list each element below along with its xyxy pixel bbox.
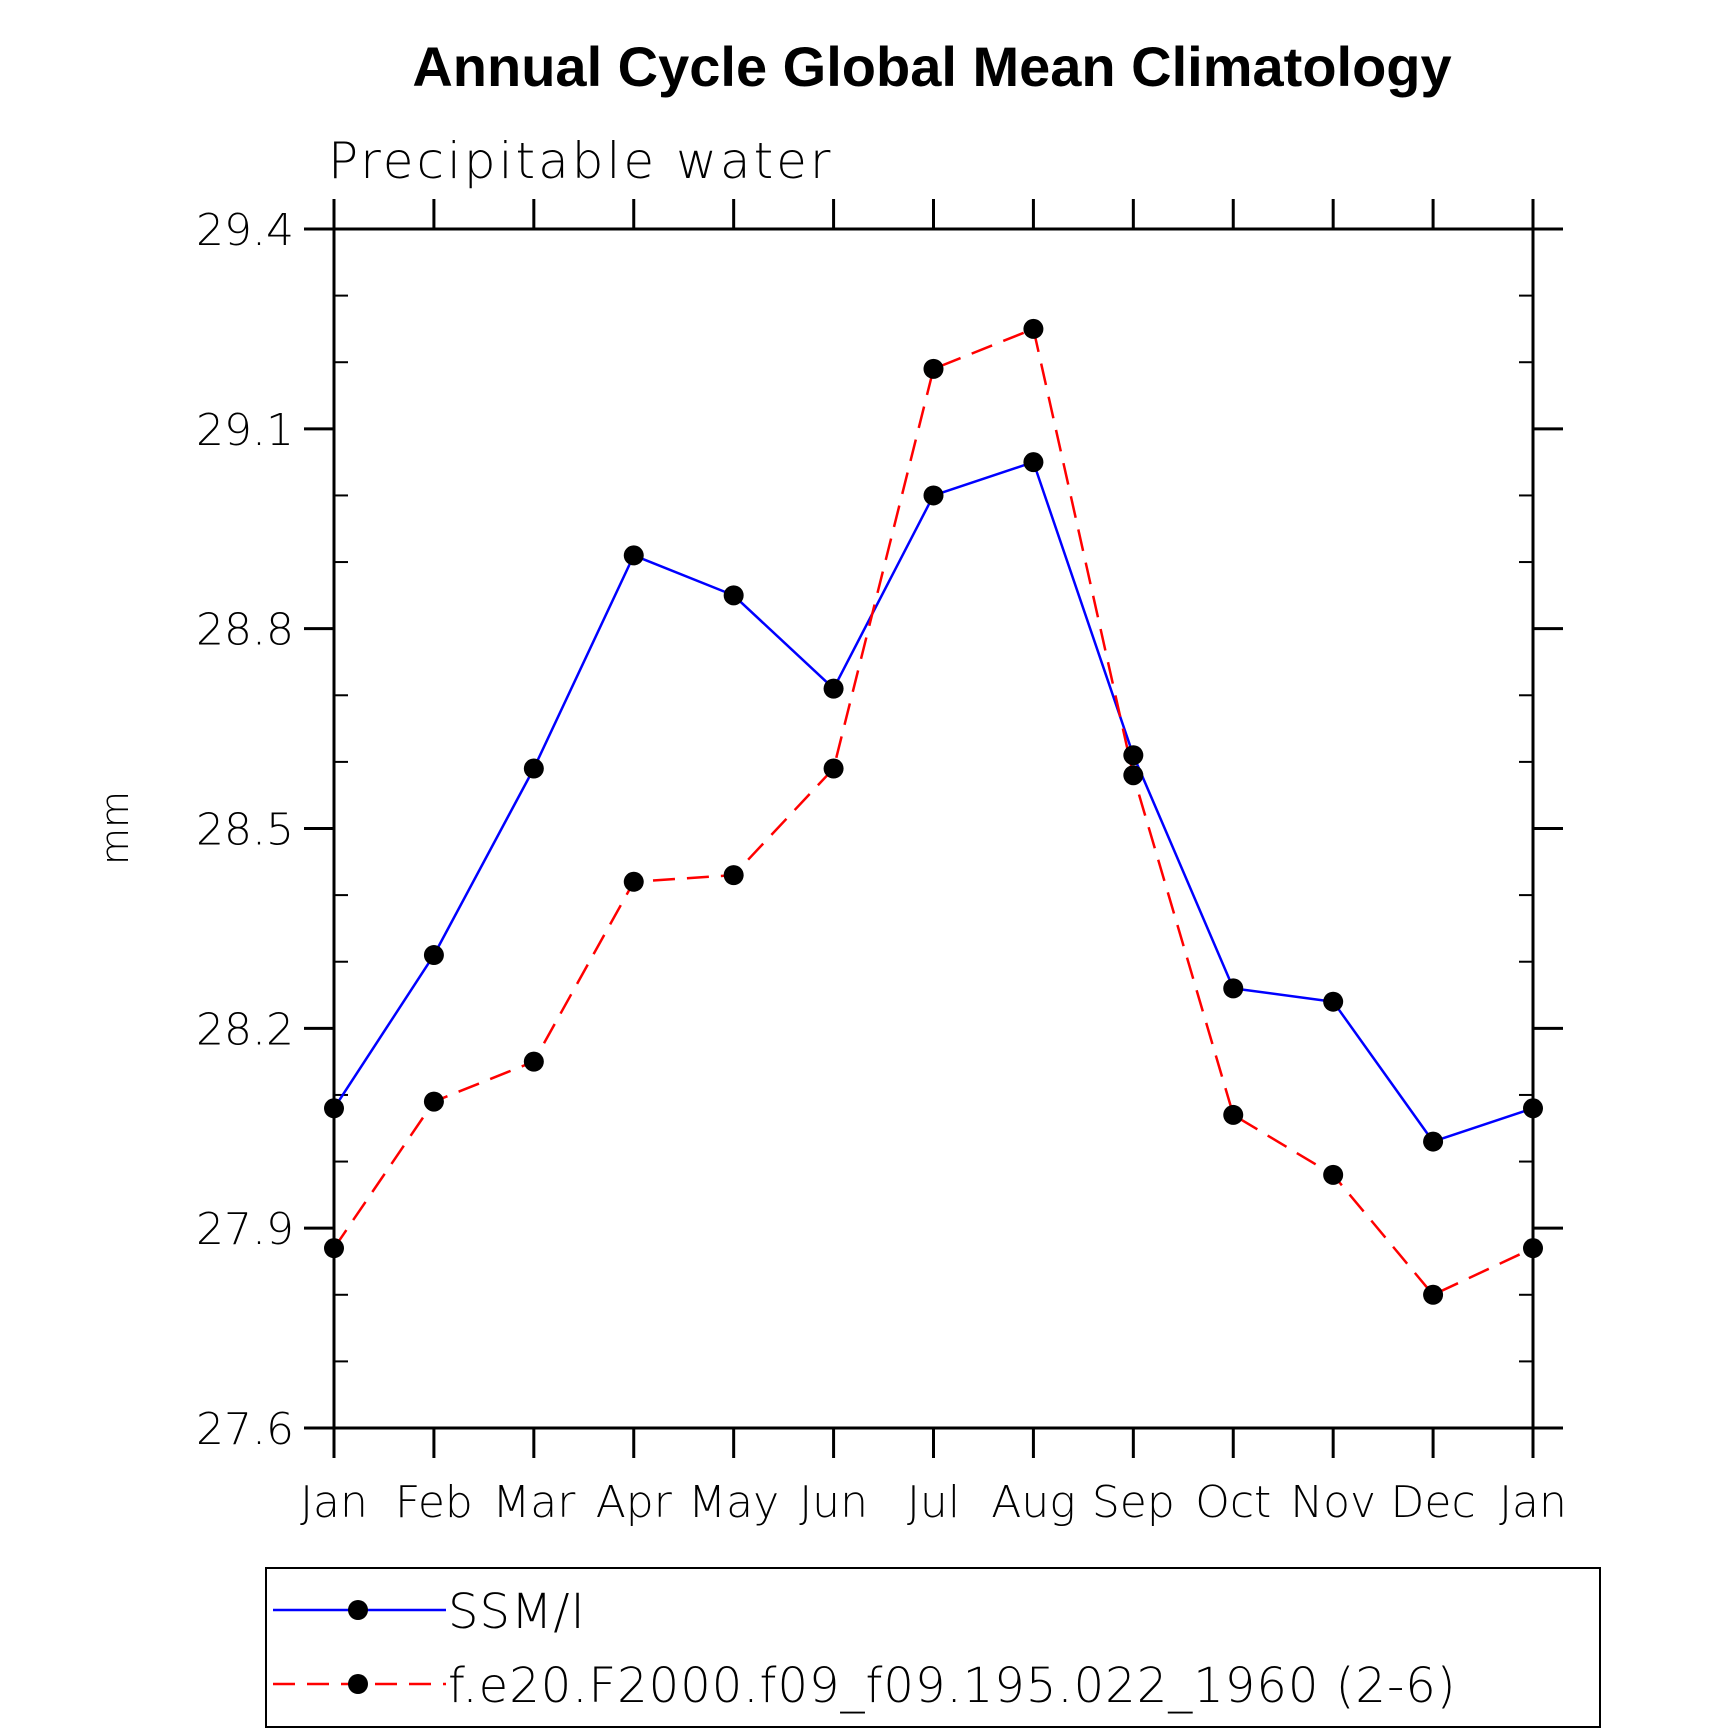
x-tick-label: May bbox=[688, 1477, 779, 1528]
series-0-point bbox=[1423, 1131, 1444, 1152]
series-1-point bbox=[923, 358, 944, 379]
series-0-point bbox=[1323, 991, 1344, 1012]
x-tick-label: Jun bbox=[799, 1477, 868, 1528]
y-tick-label: 28.5 bbox=[196, 805, 294, 856]
chart-subtitle: Precipitable water bbox=[328, 132, 834, 190]
legend-label-ssmi: SSM/I bbox=[448, 1584, 586, 1640]
x-tick-label: Dec bbox=[1391, 1477, 1476, 1528]
x-tick-label: Jan bbox=[1499, 1477, 1567, 1528]
series-1-point bbox=[1023, 318, 1044, 339]
x-tick-label: Aug bbox=[991, 1477, 1075, 1528]
y-tick-label: 27.6 bbox=[196, 1404, 294, 1455]
legend: SSM/I f.e20.F2000.f09_f09.195.022_1960 (… bbox=[265, 1567, 1601, 1728]
series-lines bbox=[332, 327, 1534, 1297]
y-tick-label: 28.8 bbox=[196, 605, 294, 656]
series-0-point bbox=[423, 945, 444, 966]
series-1-point bbox=[723, 865, 744, 886]
y-tick-labels: 27.6 27.9 28.2 28.5 28.8 29.1 29.4 bbox=[196, 205, 294, 1455]
legend-swatch-marker-ssmi bbox=[348, 1600, 368, 1620]
series-1-point bbox=[1123, 765, 1144, 786]
x-tick-label: Sep bbox=[1092, 1477, 1175, 1528]
axis-ticks bbox=[304, 199, 1563, 1458]
legend-label-model: f.e20.F2000.f09_f09.195.022_1960 (2-6) bbox=[448, 1658, 1457, 1714]
series-1-point bbox=[523, 1051, 544, 1072]
series-0-point bbox=[1223, 978, 1244, 999]
x-tick-label: Oct bbox=[1195, 1477, 1271, 1528]
series-markers bbox=[324, 318, 1543, 1305]
series-1-point bbox=[623, 871, 644, 892]
x-tick-label: Nov bbox=[1290, 1477, 1376, 1528]
series-0-point bbox=[723, 585, 744, 606]
series-0-point bbox=[823, 678, 844, 699]
series-0-point bbox=[1023, 452, 1044, 473]
legend-box bbox=[265, 1567, 1601, 1728]
x-tick-label: Feb bbox=[395, 1477, 473, 1528]
x-tick-label: Apr bbox=[596, 1477, 673, 1528]
y-tick-label: 27.9 bbox=[196, 1204, 294, 1255]
series-0-point bbox=[923, 485, 944, 506]
plot-frame bbox=[332, 227, 1535, 1430]
series-1-point bbox=[324, 1238, 344, 1259]
x-tick-label: Jul bbox=[907, 1477, 960, 1528]
y-tick-label: 29.4 bbox=[196, 205, 294, 256]
y-axis-label: mm bbox=[93, 791, 137, 865]
series-1-point bbox=[1223, 1104, 1244, 1125]
x-tick-label: Jan bbox=[300, 1477, 368, 1528]
x-tick-labels: Jan Feb Mar Apr May Jun Jul Aug Sep Oct Nov Dec Jan bbox=[300, 1477, 1567, 1528]
series-1-point bbox=[823, 758, 844, 779]
series-0-point bbox=[623, 545, 644, 566]
series-0-point bbox=[1123, 745, 1144, 766]
series-1-point bbox=[1323, 1164, 1344, 1185]
series-0-point bbox=[523, 758, 544, 779]
y-tick-label: 28.2 bbox=[196, 1004, 294, 1055]
series-line-0 bbox=[332, 460, 1534, 1143]
y-tick-label: 29.1 bbox=[196, 405, 294, 456]
series-1-point bbox=[1523, 1238, 1543, 1259]
series-1-point bbox=[423, 1091, 444, 1112]
series-line-1 bbox=[332, 327, 1534, 1297]
series-1-point bbox=[1423, 1284, 1444, 1305]
legend-swatch-marker-model bbox=[348, 1674, 368, 1694]
chart-title: Annual Cycle Global Mean Climatology bbox=[412, 35, 1451, 98]
series-0-point bbox=[1523, 1098, 1543, 1119]
series-0-point bbox=[324, 1098, 344, 1119]
x-tick-label: Mar bbox=[492, 1477, 576, 1528]
